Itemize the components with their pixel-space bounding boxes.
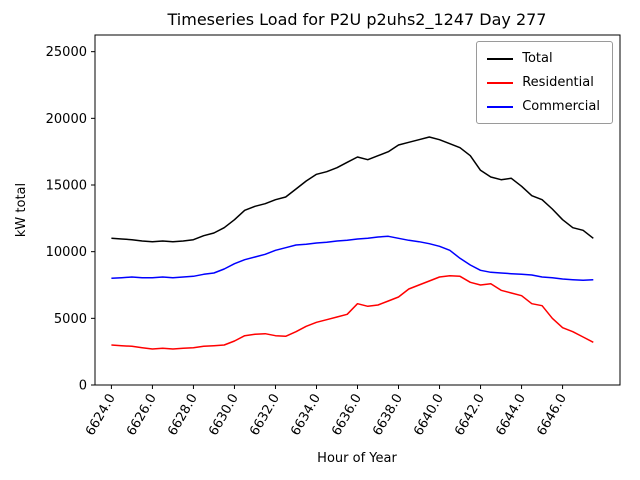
commercial-line xyxy=(111,235,594,282)
legend-entry-residential: Residential xyxy=(487,75,600,90)
legend-label: Total xyxy=(522,51,553,66)
series-lines xyxy=(111,136,594,350)
legend-label: Residential xyxy=(522,75,594,90)
plot-area-border xyxy=(94,34,621,386)
y-tick-label: 0 xyxy=(79,379,87,394)
x-tick-label: 6628.0 xyxy=(165,392,201,439)
commercial-line-swatch xyxy=(487,105,514,108)
y-tick-label: 5000 xyxy=(54,312,87,327)
legend: Total Residential Commercial xyxy=(476,41,613,124)
y-tick-label: 25000 xyxy=(46,45,87,60)
x-tick-label: 6636.0 xyxy=(329,392,365,439)
y-tick-label: 20000 xyxy=(46,112,87,127)
x-tick-label: 6632.0 xyxy=(247,392,283,439)
legend-entry-commercial: Commercial xyxy=(487,99,600,114)
x-tick-label: 6640.0 xyxy=(411,392,447,439)
x-tick-label: 6642.0 xyxy=(452,392,488,439)
x-tick-label: 6624.0 xyxy=(83,392,119,439)
legend-label: Commercial xyxy=(522,99,600,114)
y-tick-label: 10000 xyxy=(46,245,87,260)
x-tick-label: 6630.0 xyxy=(206,392,242,439)
x-tick-label: 6644.0 xyxy=(493,392,529,439)
y-axis-ticks: 0 5000 10000 15000 20000 25000 xyxy=(46,45,95,394)
x-tick-label: 6638.0 xyxy=(370,392,406,439)
x-tick-label: 6634.0 xyxy=(288,392,324,439)
legend-entry-total: Total xyxy=(487,51,600,66)
residential-line-swatch xyxy=(487,81,514,84)
y-tick-label: 15000 xyxy=(46,179,87,194)
chart-title: Timeseries Load for P2U p2uhs2_1247 Day … xyxy=(167,10,547,30)
y-axis-label: kW total xyxy=(14,183,29,237)
x-axis-label: Hour of Year xyxy=(317,451,397,466)
x-tick-label: 6646.0 xyxy=(534,392,570,439)
x-axis-ticks: 6624.0 6626.0 6628.0 6630.0 6632.0 6634.0 6636… xyxy=(83,385,570,438)
x-tick-label: 6626.0 xyxy=(124,392,160,439)
residential-line xyxy=(111,274,594,350)
total-line xyxy=(111,136,594,243)
total-line-swatch xyxy=(487,57,514,60)
